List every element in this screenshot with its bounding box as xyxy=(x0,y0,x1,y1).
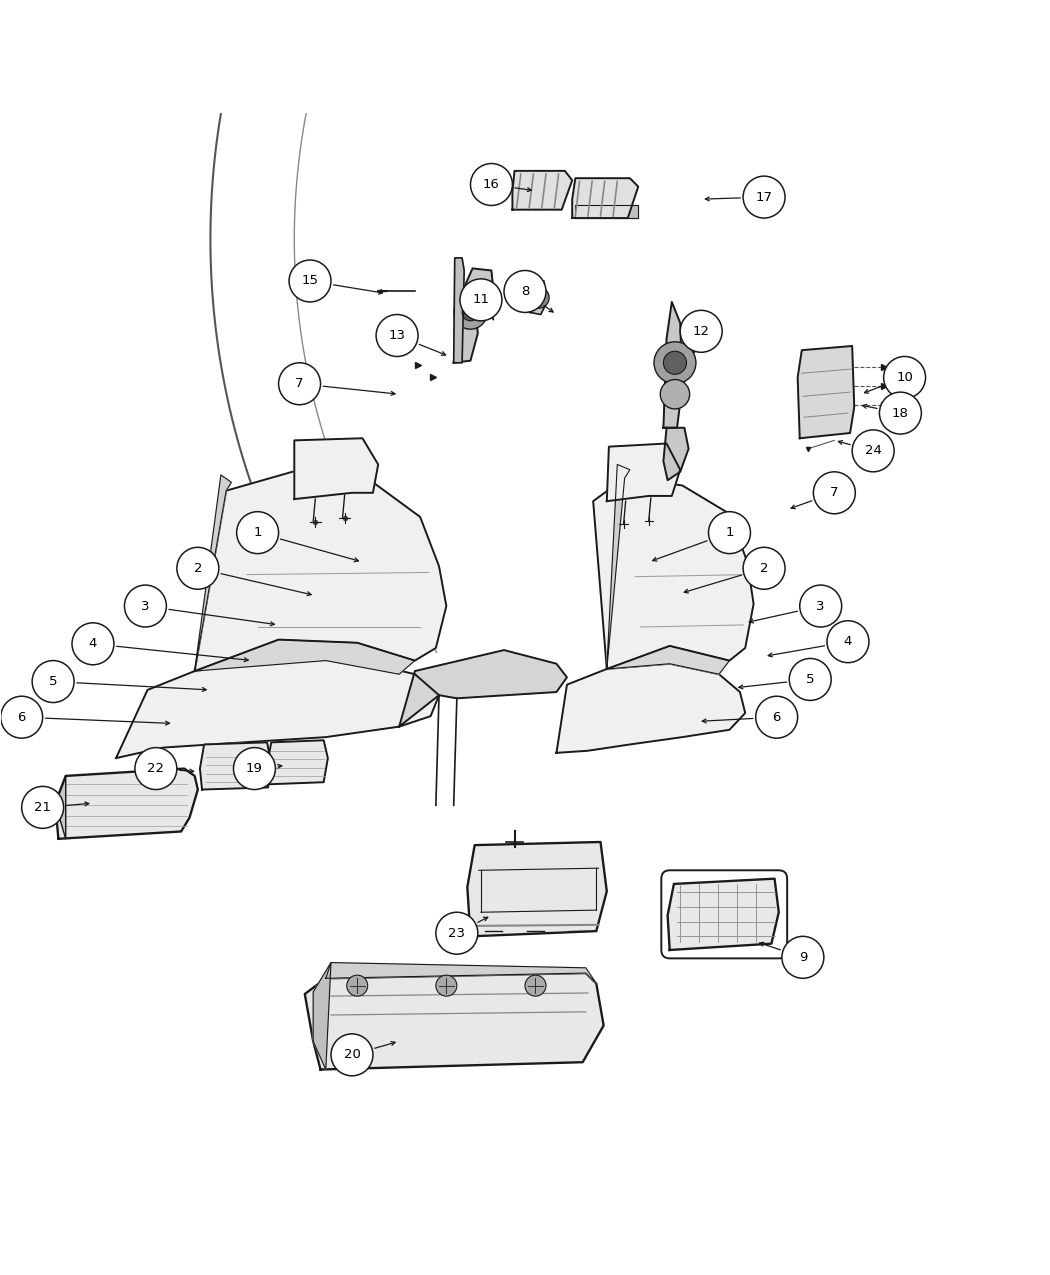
Polygon shape xyxy=(668,878,779,950)
Text: 17: 17 xyxy=(756,190,773,204)
Text: 1: 1 xyxy=(253,527,261,539)
Circle shape xyxy=(289,260,331,302)
Circle shape xyxy=(800,585,842,627)
Circle shape xyxy=(1,696,43,738)
Polygon shape xyxy=(454,269,494,363)
Polygon shape xyxy=(304,973,604,1070)
Polygon shape xyxy=(326,963,596,983)
Text: 15: 15 xyxy=(301,274,318,287)
Text: 24: 24 xyxy=(865,445,882,458)
Polygon shape xyxy=(194,469,446,671)
Circle shape xyxy=(782,936,824,978)
Text: 8: 8 xyxy=(521,284,529,298)
Polygon shape xyxy=(607,444,680,501)
Circle shape xyxy=(278,363,320,404)
Polygon shape xyxy=(56,769,197,839)
Circle shape xyxy=(460,279,502,321)
Polygon shape xyxy=(194,476,231,671)
Circle shape xyxy=(454,296,487,329)
Circle shape xyxy=(743,547,785,589)
Circle shape xyxy=(756,696,798,738)
Text: 4: 4 xyxy=(844,635,853,648)
Text: 2: 2 xyxy=(760,562,769,575)
Circle shape xyxy=(504,270,546,312)
Polygon shape xyxy=(593,478,754,669)
Polygon shape xyxy=(572,179,638,218)
Text: 5: 5 xyxy=(49,674,58,688)
Circle shape xyxy=(436,975,457,996)
Circle shape xyxy=(814,472,856,514)
Polygon shape xyxy=(267,741,328,784)
Text: 3: 3 xyxy=(817,599,825,612)
Circle shape xyxy=(654,342,696,384)
Circle shape xyxy=(680,310,722,352)
Polygon shape xyxy=(556,664,746,752)
Text: 11: 11 xyxy=(472,293,489,306)
Text: 5: 5 xyxy=(806,673,815,686)
Text: 7: 7 xyxy=(295,377,303,390)
Circle shape xyxy=(436,912,478,954)
Text: 9: 9 xyxy=(799,951,807,964)
Text: 13: 13 xyxy=(388,329,405,342)
Polygon shape xyxy=(399,650,567,727)
Polygon shape xyxy=(575,205,638,218)
Polygon shape xyxy=(798,346,855,439)
Text: 19: 19 xyxy=(246,762,262,775)
Polygon shape xyxy=(194,640,415,674)
Circle shape xyxy=(22,787,64,829)
Polygon shape xyxy=(512,171,572,209)
Text: 4: 4 xyxy=(89,638,98,650)
Text: 16: 16 xyxy=(483,179,500,191)
Circle shape xyxy=(72,622,114,664)
Circle shape xyxy=(376,315,418,357)
Circle shape xyxy=(462,303,479,321)
Text: 21: 21 xyxy=(35,801,51,813)
Circle shape xyxy=(709,511,751,553)
Text: 20: 20 xyxy=(343,1048,360,1061)
Circle shape xyxy=(125,585,166,627)
Polygon shape xyxy=(117,658,439,759)
Text: 18: 18 xyxy=(891,407,909,419)
Polygon shape xyxy=(467,842,607,936)
Text: 3: 3 xyxy=(141,599,150,612)
Polygon shape xyxy=(294,439,378,499)
Circle shape xyxy=(664,351,687,375)
Circle shape xyxy=(134,747,176,789)
Circle shape xyxy=(743,176,785,218)
Polygon shape xyxy=(454,258,464,363)
Polygon shape xyxy=(607,646,730,674)
Text: 6: 6 xyxy=(18,710,26,724)
Text: 22: 22 xyxy=(147,762,165,775)
Circle shape xyxy=(790,658,832,700)
Circle shape xyxy=(176,547,218,589)
Circle shape xyxy=(884,357,925,398)
Circle shape xyxy=(525,975,546,996)
Circle shape xyxy=(853,430,895,472)
Circle shape xyxy=(880,393,921,434)
Polygon shape xyxy=(664,428,689,481)
Polygon shape xyxy=(313,963,331,1070)
Polygon shape xyxy=(200,742,271,789)
Polygon shape xyxy=(664,302,682,428)
Polygon shape xyxy=(607,464,630,669)
Polygon shape xyxy=(56,776,66,839)
Circle shape xyxy=(331,1034,373,1076)
Polygon shape xyxy=(530,279,546,315)
Circle shape xyxy=(827,621,869,663)
Text: 7: 7 xyxy=(831,486,839,500)
Text: 1: 1 xyxy=(726,527,734,539)
Text: 10: 10 xyxy=(896,371,914,384)
Text: 6: 6 xyxy=(773,710,781,724)
Circle shape xyxy=(33,660,75,703)
Circle shape xyxy=(470,163,512,205)
Circle shape xyxy=(528,287,549,309)
Text: 12: 12 xyxy=(693,325,710,338)
Circle shape xyxy=(660,380,690,409)
Circle shape xyxy=(346,975,367,996)
Circle shape xyxy=(233,747,275,789)
Text: 2: 2 xyxy=(193,562,202,575)
Text: 23: 23 xyxy=(448,927,465,940)
Circle shape xyxy=(236,511,278,553)
